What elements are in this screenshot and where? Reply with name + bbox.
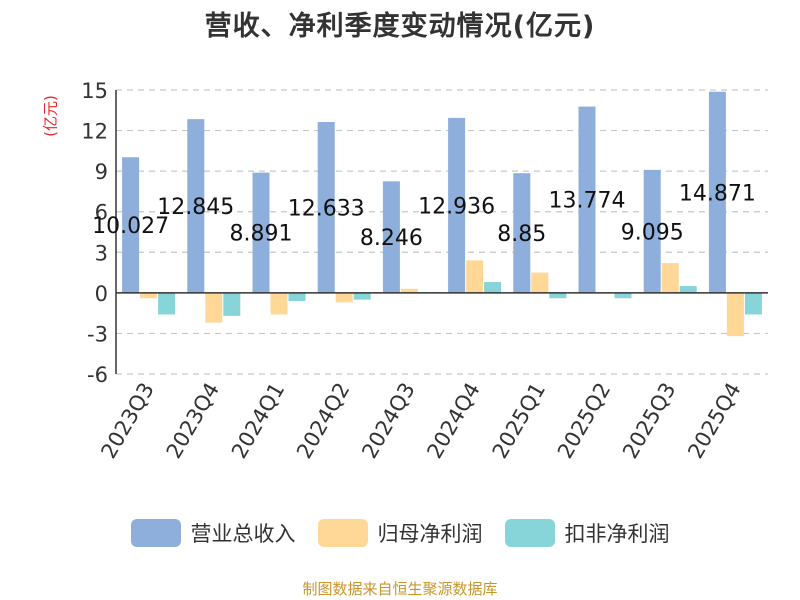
y-tick-label-6: -3 — [87, 322, 108, 346]
x-tick-label-2025Q1: 2025Q1 — [488, 379, 550, 463]
bar-s0-2025Q3 — [643, 169, 661, 293]
x-tick-label-2025Q4: 2025Q4 — [683, 379, 745, 463]
bar-s0-2025Q2 — [578, 106, 596, 293]
data-label-2024Q3: 8.246 — [360, 226, 423, 251]
bar-s2-2023Q3 — [158, 292, 176, 315]
legend-item-2[interactable]: 扣非净利润 — [504, 518, 670, 548]
data-label-2023Q4: 12.845 — [157, 195, 234, 220]
bars — [122, 91, 762, 337]
bar-s0-2024Q1 — [252, 172, 270, 293]
data-label-2023Q3: 10.027 — [92, 214, 169, 239]
x-tick-label-2025Q2: 2025Q2 — [553, 379, 615, 463]
bar-s0-2024Q4 — [448, 117, 466, 293]
bar-s2-2024Q1 — [288, 292, 306, 301]
y-axis-ticks: 15 12 9 6 3 0 -3 -6 — [81, 79, 108, 387]
x-tick-label-2024Q3: 2024Q3 — [357, 379, 419, 463]
data-label-2025Q3: 9.095 — [621, 220, 684, 245]
bar-s2-2024Q4 — [484, 282, 502, 293]
legend-label: 营业总收入 — [190, 522, 296, 546]
bar-s0-2024Q2 — [317, 122, 335, 293]
bar-s2-2025Q2 — [614, 292, 632, 299]
data-label-2025Q1: 8.85 — [497, 222, 546, 247]
legend-item-1[interactable]: 归母净利润 — [317, 518, 483, 548]
axes — [115, 90, 768, 374]
bar-s1-2024Q3 — [400, 288, 418, 293]
legend: 营业总收入 归母净利润 扣非净利润 — [0, 518, 800, 548]
legend-swatch — [317, 519, 368, 547]
bar-s0-2024Q3 — [382, 181, 400, 293]
x-tick-label-2024Q1: 2024Q1 — [227, 379, 289, 463]
bar-s1-2025Q3 — [661, 263, 679, 293]
bar-s1-2025Q4 — [726, 292, 744, 337]
bar-s0-2025Q4 — [708, 91, 726, 293]
bar-s2-2024Q2 — [353, 292, 371, 300]
y-tick-label-7: -6 — [87, 363, 108, 387]
data-label-2024Q2: 12.633 — [288, 196, 365, 221]
data-label-2024Q1: 8.891 — [230, 222, 293, 247]
bar-s2-2025Q4 — [744, 292, 762, 315]
legend-label: 扣非净利润 — [564, 522, 670, 546]
x-tick-label-2025Q3: 2025Q3 — [618, 379, 680, 463]
bar-s2-2025Q3 — [679, 286, 697, 293]
bar-s0-2023Q4 — [187, 119, 205, 293]
data-label-2025Q2: 13.774 — [549, 189, 626, 214]
x-tick-label-2024Q2: 2024Q2 — [292, 379, 354, 463]
y-tick-label-0: 15 — [81, 79, 108, 103]
bar-s0-2023Q3 — [122, 157, 140, 293]
y-tick-label-2: 9 — [95, 160, 108, 184]
legend-item-0[interactable]: 营业总收入 — [130, 518, 296, 548]
legend-swatch — [130, 519, 181, 547]
y-tick-label-5: 0 — [95, 282, 108, 306]
bar-s1-2025Q1 — [531, 272, 549, 293]
x-tick-label-2023Q3: 2023Q3 — [96, 379, 158, 463]
bar-s1-2024Q2 — [335, 292, 353, 303]
bar-s0-2025Q1 — [513, 173, 531, 293]
bar-s2-2025Q1 — [549, 292, 567, 299]
source-note: 制图数据来自恒生聚源数据库 — [302, 580, 498, 598]
data-label-2024Q4: 12.936 — [418, 194, 495, 219]
data-label-2025Q4: 14.871 — [679, 181, 756, 206]
y-tick-label-4: 3 — [95, 241, 108, 265]
bar-s2-2023Q4 — [223, 292, 241, 316]
x-axis-ticks: 2023Q3 2023Q4 2024Q1 2024Q2 2024Q3 2024Q4 2025… — [96, 378, 745, 462]
x-tick-label-2024Q4: 2024Q4 — [422, 378, 484, 462]
bar-s1-2023Q4 — [205, 292, 223, 323]
chart-title: 营收、净利季度变动情况(亿元) — [204, 11, 596, 42]
legend-label: 归母净利润 — [377, 522, 483, 546]
bar-s1-2023Q3 — [140, 292, 158, 299]
x-tick-label-2023Q4: 2023Q4 — [162, 379, 224, 463]
legend-swatch — [504, 519, 555, 547]
bar-s1-2024Q1 — [270, 292, 288, 315]
y-tick-label-1: 12 — [81, 120, 108, 144]
y-tick-label-3: 6 — [95, 201, 108, 225]
bar-s1-2024Q4 — [466, 260, 484, 293]
